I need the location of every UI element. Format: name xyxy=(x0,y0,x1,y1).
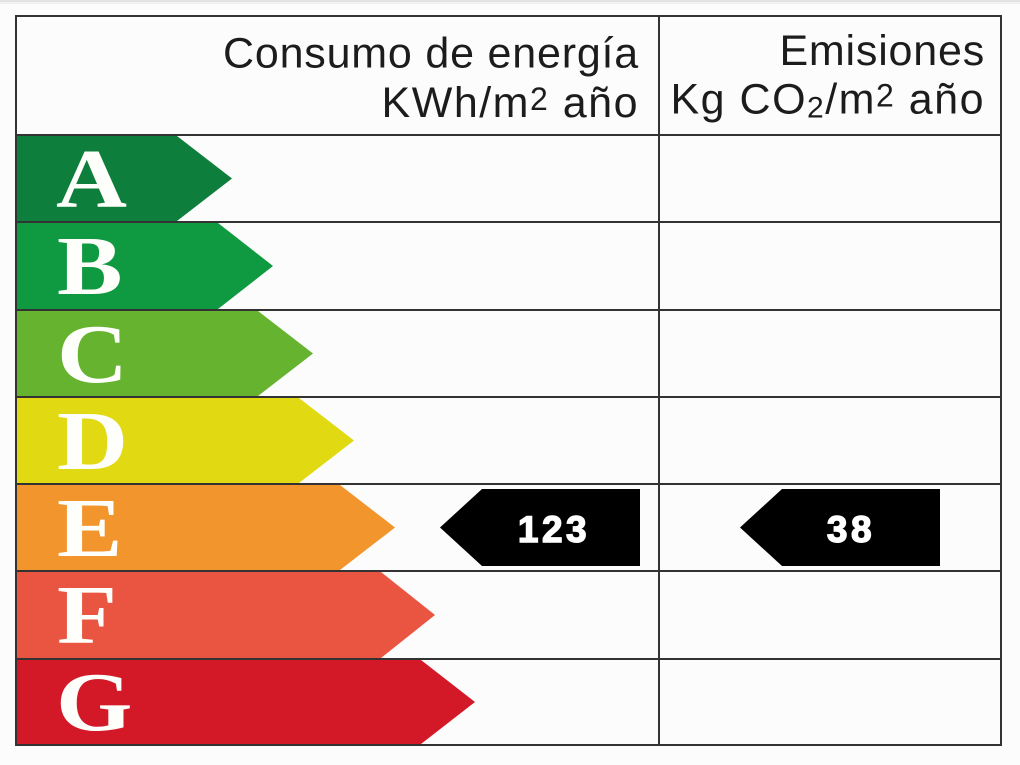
svg-text:C: C xyxy=(57,308,128,401)
svg-text:38: 38 xyxy=(827,509,875,550)
svg-text:G: G xyxy=(56,656,132,749)
svg-text:A: A xyxy=(56,133,127,226)
svg-text:F: F xyxy=(57,569,117,662)
svg-text:E: E xyxy=(57,482,123,575)
svg-text:Kg CO2/m2 año: Kg CO2/m2 año xyxy=(670,76,985,125)
svg-text:123: 123 xyxy=(518,509,590,550)
svg-text:D: D xyxy=(57,395,128,488)
svg-text:Emisiones: Emisiones xyxy=(779,27,985,75)
svg-text:KWh/m2 año: KWh/m2 año xyxy=(382,79,639,127)
svg-text:B: B xyxy=(57,220,123,313)
svg-text:Consumo de energía: Consumo de energía xyxy=(223,30,639,78)
